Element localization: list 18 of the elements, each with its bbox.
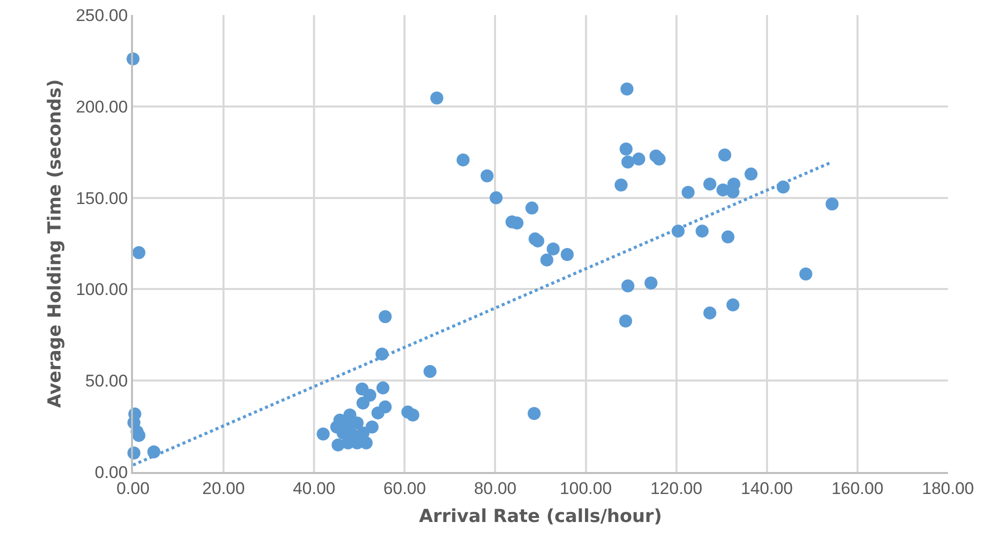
y-tick-label: 250.00 [76,6,128,25]
x-tick-label: 160.00 [831,479,884,498]
y-tick-label: 50.00 [85,372,128,391]
y-tick-label: 0.00 [94,462,128,482]
y-tick-label: 100.00 [76,280,128,300]
x-tick-label: 140.00 [740,479,793,498]
y-tick-label: 200.00 [76,97,128,116]
x-axis-title: Arrival Rate (calls/hour) [418,506,662,527]
x-tick-label: 0.00 [116,479,150,498]
x-tick-label: 120.00 [650,479,702,498]
y-axis-title: Average Holding Time (seconds) [44,79,66,408]
x-tick-label: 80.00 [474,479,516,498]
x-tick-label: 60.00 [383,479,426,498]
x-tick-label: 100.00 [560,479,612,498]
y-tick-label: 150.00 [76,188,128,208]
x-tick-label: 40.00 [292,479,336,498]
x-tick-label: 180.00 [922,479,974,498]
x-tick-label: 20.00 [202,479,245,498]
